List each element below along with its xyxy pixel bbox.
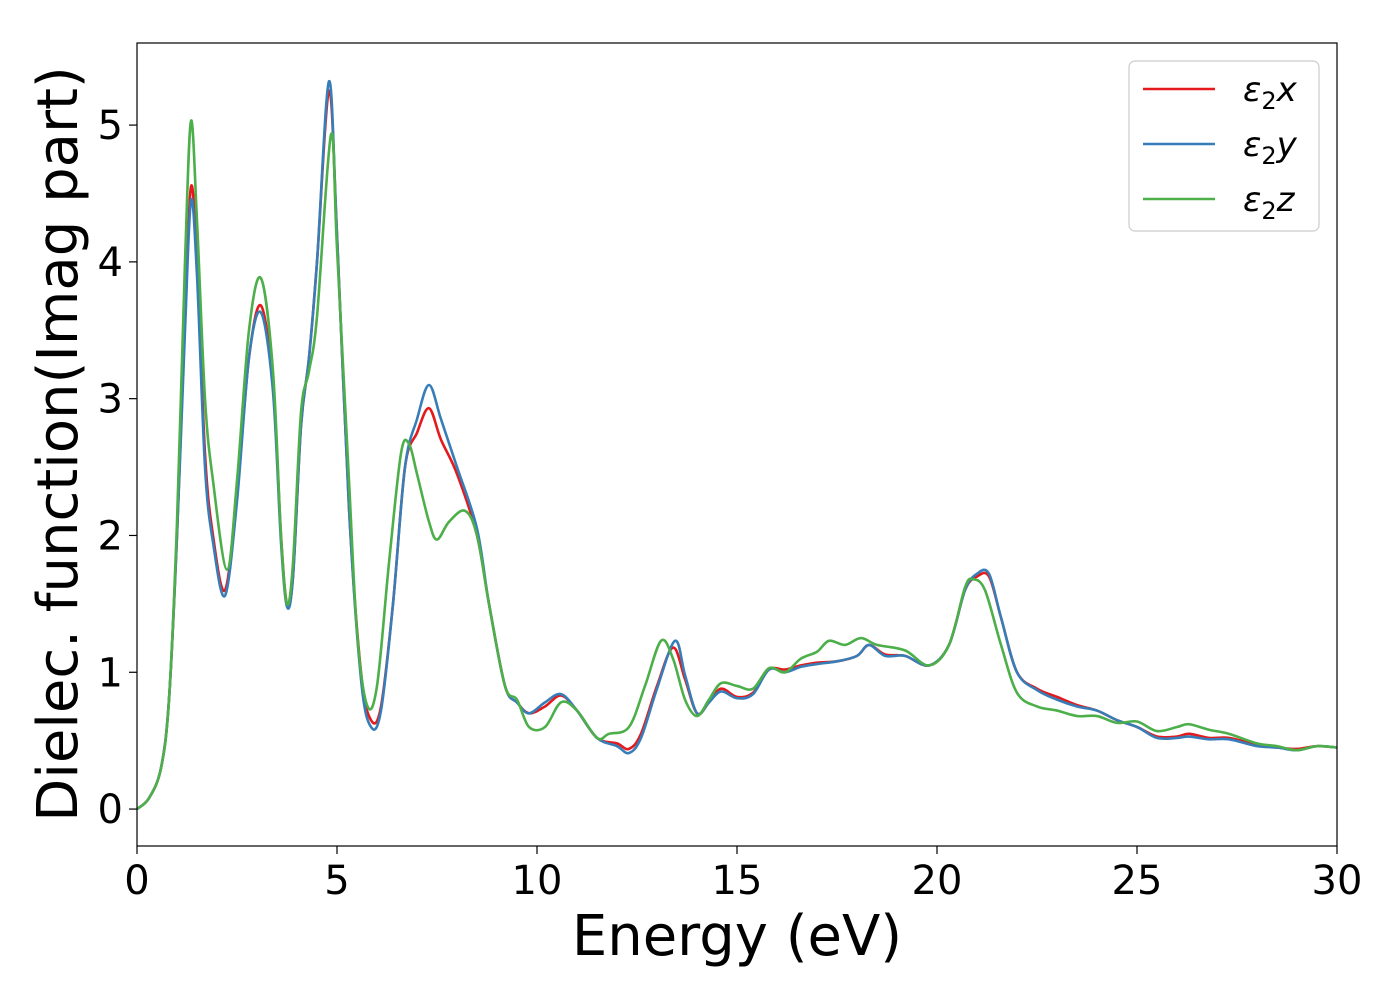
y-tick-label: 1 [98,650,123,696]
x-tick-label: 25 [1112,858,1163,904]
series-line-z [137,119,1337,811]
y-tick-label: 2 [98,513,123,559]
legend-label-x: ε2x [1243,70,1298,115]
legend-symbol: ε [1243,70,1261,110]
y-axis-label: Dielec. function(Imag part) [26,66,91,822]
x-tick-label: 15 [712,858,763,904]
legend-symbol: ε [1243,125,1261,165]
x-tick-label: 5 [324,858,349,904]
legend-suffix: y [1276,125,1298,165]
legend-suffix: x [1276,70,1298,110]
legend-subscript: 2 [1261,142,1276,170]
x-tick-label: 0 [124,858,149,904]
legend-label-y: ε2y [1243,125,1298,170]
legend-box [1128,60,1320,232]
x-tick-label: 30 [1312,858,1363,904]
y-tick-label: 4 [98,240,123,286]
legend-subscript: 2 [1261,87,1276,115]
series-layer [137,79,1337,811]
legend-subscript: 2 [1261,197,1276,225]
y-tick-label: 5 [98,103,123,149]
y-tick-label: 0 [98,787,123,833]
legend-suffix: z [1276,180,1296,220]
series-line-y [137,79,1337,811]
x-axis-label: Energy (eV) [572,904,902,969]
y-axis: 0 1 2 3 4 5 [98,103,137,833]
y-tick-label: 3 [98,377,123,423]
x-tick-label: 20 [912,858,963,904]
x-axis: 0 5 10 15 20 25 30 [124,846,1362,904]
legend-label-z: ε2z [1243,180,1296,225]
legend-symbol: ε [1243,180,1261,220]
x-tick-label: 10 [512,858,563,904]
